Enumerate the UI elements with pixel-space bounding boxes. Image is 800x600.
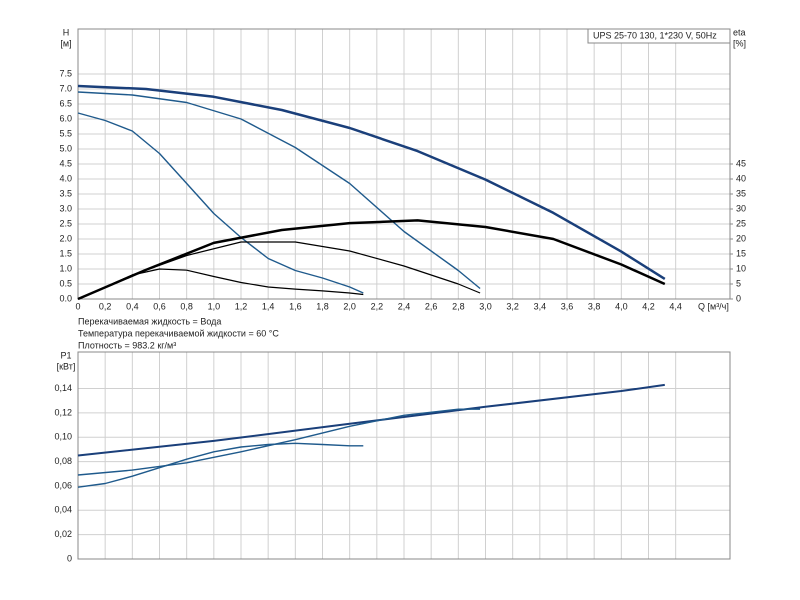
y-tick-label: 6.5 <box>59 98 72 108</box>
x-tick-label: 3,0 <box>479 301 492 311</box>
y-tick-label: 3.0 <box>59 203 72 213</box>
x-tick-label: 3,4 <box>534 301 547 311</box>
x-tick-label: 1,4 <box>262 301 275 311</box>
curve <box>77 408 481 476</box>
x-tick-label: 1,2 <box>235 301 248 311</box>
y-axis-label: H <box>63 27 70 37</box>
y-tick-label: 6.0 <box>59 113 72 123</box>
y-axis-unit: [кВт] <box>57 361 76 371</box>
x-tick-label: 2,2 <box>371 301 384 311</box>
y2-tick-label: 30 <box>736 203 746 213</box>
annotation: Плотность = 983.2 кг/м³ <box>78 340 176 350</box>
y-tick-label: 2.0 <box>59 233 72 243</box>
y-tick-label: 7.0 <box>59 83 72 93</box>
y2-tick-label: 5 <box>736 278 741 288</box>
x-tick-label: 4,4 <box>669 301 682 311</box>
y2-tick-label: 40 <box>736 173 746 183</box>
y-tick-label: 0,14 <box>54 383 72 393</box>
y-tick-label: 4.5 <box>59 158 72 168</box>
curve <box>77 241 481 300</box>
y-tick-label: 7.5 <box>59 68 72 78</box>
annotation: Перекачиваемая жидкость = Вода <box>78 316 221 326</box>
y2-tick-label: 15 <box>736 248 746 258</box>
x-tick-label: 0 <box>75 301 80 311</box>
y-tick-label: 3.5 <box>59 188 72 198</box>
title-box <box>587 28 731 44</box>
y-tick-label: 0,08 <box>54 456 72 466</box>
y-tick-label: 5.5 <box>59 128 72 138</box>
curve <box>77 442 364 488</box>
y2-tick-label: 10 <box>736 263 746 273</box>
y2-tick-label: 25 <box>736 218 746 228</box>
y2-tick-label: 20 <box>736 233 746 243</box>
y-axis-unit: [м] <box>60 38 71 48</box>
y-tick-label: 1.5 <box>59 248 72 258</box>
x-tick-label: 1,6 <box>289 301 302 311</box>
x-tick-label: 3,6 <box>561 301 574 311</box>
x-tick-label: 3,2 <box>506 301 519 311</box>
y-tick-label: 0,04 <box>54 505 72 515</box>
curve <box>77 112 364 294</box>
y2-tick-label: 0 <box>736 293 741 303</box>
y-tick-label: 0.5 <box>59 278 72 288</box>
x-axis-label: Q [м³/ч] <box>698 301 729 311</box>
y-tick-label: 0,12 <box>54 407 72 417</box>
x-tick-label: 3,8 <box>588 301 601 311</box>
annotation: Температура перекачиваемой жидкости = 60… <box>78 328 279 338</box>
plot-frame <box>77 28 731 300</box>
chart-title: UPS 25-70 130, 1*230 V, 50Hz <box>593 30 717 40</box>
y-tick-label: 5.0 <box>59 143 72 153</box>
x-tick-label: 2,0 <box>343 301 356 311</box>
curve <box>77 91 481 290</box>
curve <box>77 84 666 280</box>
x-tick-label: 1,0 <box>208 301 221 311</box>
curve <box>77 383 665 457</box>
y-tick-label: 0,06 <box>54 480 72 490</box>
y2-axis-label: eta <box>733 27 746 37</box>
y2-axis-unit: [%] <box>733 38 746 48</box>
x-tick-label: 1,8 <box>316 301 329 311</box>
y2-tick-label: 45 <box>736 158 746 168</box>
curve <box>77 268 364 300</box>
x-tick-label: 2,4 <box>398 301 411 311</box>
curve <box>77 219 666 301</box>
x-tick-label: 4,0 <box>615 301 628 311</box>
y-tick-label: 2.5 <box>59 218 72 228</box>
x-tick-label: 2,8 <box>452 301 465 311</box>
y-tick-label: 0,10 <box>54 432 72 442</box>
y2-tick-label: 35 <box>736 188 746 198</box>
y-tick-label: 0 <box>67 553 72 563</box>
y-axis-label: P1 <box>60 350 71 360</box>
x-tick-label: 0,4 <box>126 301 139 311</box>
x-tick-label: 4,2 <box>642 301 655 311</box>
y-tick-label: 0,02 <box>54 529 72 539</box>
y-tick-label: 4.0 <box>59 173 72 183</box>
x-tick-label: 0,2 <box>99 301 112 311</box>
x-tick-label: 0,6 <box>153 301 166 311</box>
x-tick-label: 2,6 <box>425 301 438 311</box>
x-tick-label: 0,8 <box>180 301 193 311</box>
y-tick-label: 1.0 <box>59 263 72 273</box>
y-tick-label: 0.0 <box>59 293 72 303</box>
